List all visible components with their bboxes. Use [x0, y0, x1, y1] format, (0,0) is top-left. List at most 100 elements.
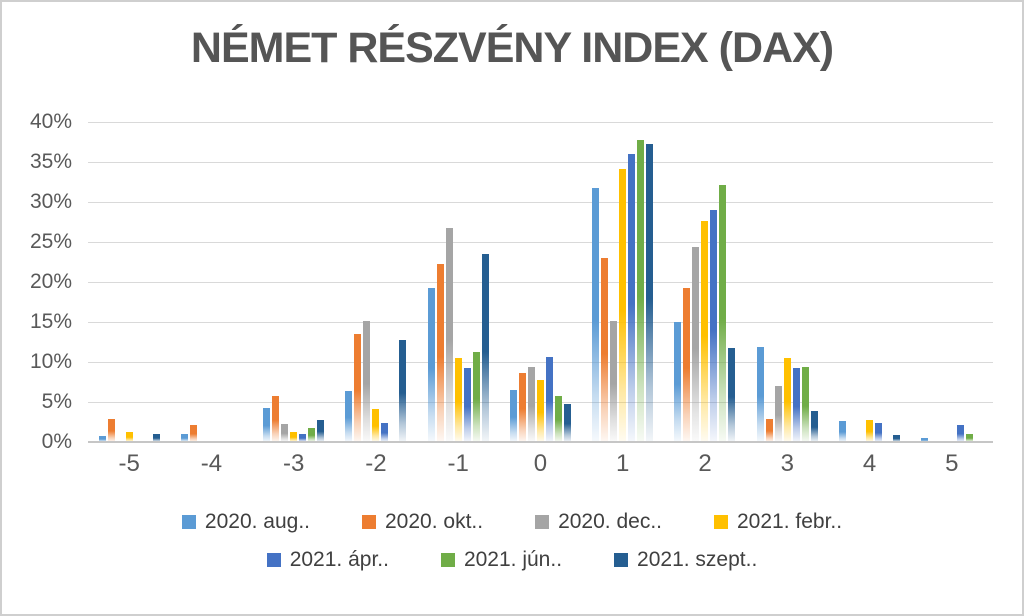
legend-swatch-icon	[535, 515, 550, 529]
bar-group	[417, 122, 499, 442]
bar	[463, 367, 471, 442]
bar	[180, 434, 188, 442]
x-axis-tick-label: -5	[118, 450, 140, 477]
y-axis-tick-label: 5%	[41, 390, 72, 413]
bar	[893, 434, 901, 442]
bar	[674, 322, 682, 442]
bar	[125, 431, 133, 442]
bar	[427, 287, 435, 442]
bar-slot	[884, 122, 891, 442]
bar-slot	[226, 122, 233, 442]
bar-slot	[792, 122, 800, 442]
bar	[966, 434, 974, 442]
y-axis-tick-label: 0%	[41, 430, 72, 453]
bar-slot	[545, 122, 553, 442]
bar-slot	[281, 122, 289, 442]
bar	[189, 425, 197, 442]
bar-group	[88, 122, 170, 442]
bar-slot	[948, 122, 955, 442]
bar-slot	[445, 122, 453, 442]
bar-group	[746, 122, 828, 442]
legend-swatch-icon	[714, 515, 728, 529]
bar	[536, 379, 544, 442]
bar-slot	[756, 122, 764, 442]
bar-slot	[765, 122, 773, 442]
bar-slot	[189, 122, 197, 442]
bar	[592, 188, 600, 442]
bar-slot	[345, 122, 353, 442]
bar	[263, 407, 271, 442]
bar	[518, 373, 526, 442]
bar-slot	[683, 122, 691, 442]
bar	[317, 419, 325, 442]
bar-slot	[144, 122, 151, 442]
bar-group	[253, 122, 335, 442]
bar	[472, 351, 480, 442]
bar	[601, 258, 609, 442]
bar-slot	[783, 122, 791, 442]
y-axis-tick-label: 30%	[29, 190, 72, 213]
bar	[957, 425, 965, 442]
bar-slot	[372, 122, 380, 442]
legend-swatch-icon	[181, 515, 196, 529]
bar-group	[582, 122, 664, 442]
bar-slot	[893, 122, 901, 442]
x-axis-tick-label: -3	[282, 450, 305, 477]
bar	[509, 390, 517, 442]
x-axis-line	[88, 441, 993, 443]
bar	[436, 264, 444, 442]
x-axis-tick-label: 5	[945, 450, 959, 477]
x-axis-tick-label: 4	[862, 450, 877, 477]
bar	[792, 367, 800, 442]
legend-item: 2021. szept..	[614, 548, 757, 572]
legend-item: 2020. okt..	[362, 510, 483, 534]
bar	[107, 418, 115, 442]
gridline	[88, 362, 993, 363]
y-axis: 40% 35% 30% 25% 20% 15% 10% 5% 0%	[2, 110, 78, 453]
y-axis-tick-label: 35%	[29, 150, 72, 173]
bar-slot	[728, 122, 736, 442]
bar-slot	[646, 122, 654, 442]
bar	[445, 228, 453, 442]
bar-slot	[363, 122, 371, 442]
bar-group	[911, 122, 993, 442]
bar-group	[335, 122, 417, 442]
y-axis-tick-label: 20%	[29, 270, 72, 293]
plot-area	[88, 122, 993, 443]
legend-label: 2021. febr..	[737, 510, 843, 533]
legend-label: 2020. dec..	[558, 510, 662, 533]
gridline	[88, 122, 993, 123]
bar-slot	[463, 122, 471, 442]
legend: 2020. aug.. 2020. okt.. 2020. dec.. 2021. f…	[2, 510, 1022, 586]
bar	[363, 321, 371, 442]
bar-slot	[235, 122, 242, 442]
bar	[308, 428, 316, 442]
x-axis-tick-label: -4	[200, 450, 223, 477]
bar-slot	[180, 122, 188, 442]
bar-slot	[107, 122, 115, 442]
legend-swatch-icon	[614, 553, 629, 567]
bar	[875, 422, 883, 442]
bar-slot	[208, 122, 215, 442]
bar-slot	[692, 122, 700, 442]
bar	[354, 334, 362, 442]
bar	[765, 418, 773, 442]
legend-label: 2021. jún..	[463, 548, 563, 571]
bar	[701, 221, 709, 442]
bar-group	[170, 122, 252, 442]
bar-slot	[354, 122, 362, 442]
bar-slot	[966, 122, 974, 442]
gridline	[88, 202, 993, 203]
bar	[637, 140, 645, 442]
legend-label: 2021. ápr..	[289, 548, 389, 571]
bar	[728, 347, 736, 442]
bar	[527, 366, 535, 442]
bar	[299, 434, 307, 442]
bar	[481, 254, 489, 442]
bar-slot	[921, 122, 929, 442]
legend-swatch-icon	[440, 553, 455, 567]
bar-slot	[601, 122, 609, 442]
bar-slot	[152, 122, 160, 442]
bar	[839, 421, 847, 442]
